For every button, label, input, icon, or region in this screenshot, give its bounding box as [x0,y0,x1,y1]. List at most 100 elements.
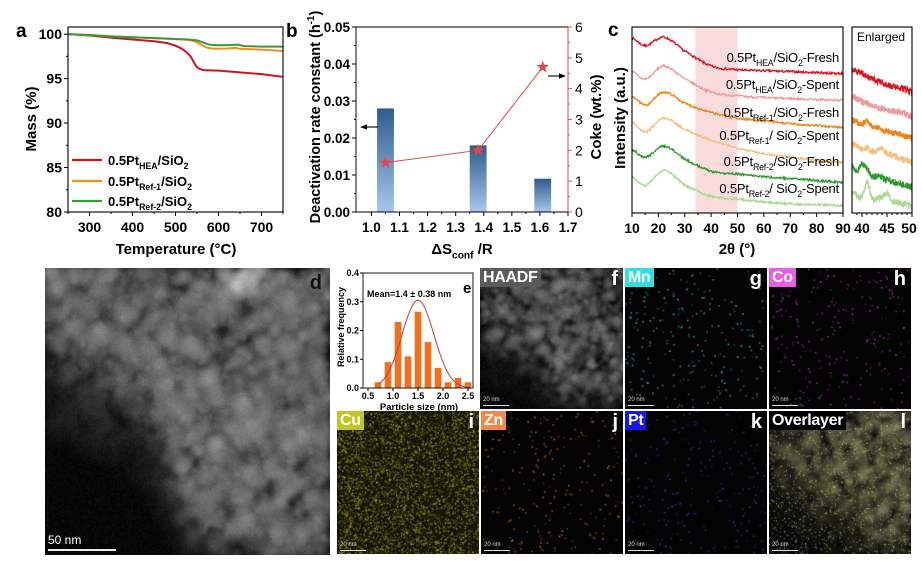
scale-bar: 50 nm [48,533,116,551]
x-tick-label: 90 [835,220,851,236]
y-tick-label-left: 0.01 [324,168,351,183]
y-tick-label: 0.4 [346,268,359,278]
bar-deactivation-1 [469,145,487,212]
scale-bar: 20 nm [772,542,798,551]
plot-area-b [377,60,552,212]
map-tag-pt: Pt [625,411,647,430]
x-tick-label: 40 [703,220,719,236]
x-axis-title-b: ΔSconf /R [431,241,493,262]
series-labels-c: 0.5PtHEA/SiO2-Fresh 0.5PtHEA/SiO2-Spent … [719,50,839,199]
xrd-inset-series-0 [851,67,913,97]
x-axis-title-c: 2θ (°) [719,241,756,258]
scale-bar-label: 20 nm [484,542,501,548]
eds-panel-g: Mn g 20 nm [625,268,767,409]
x-axis-title-a: Temperature (°C) [116,241,237,258]
x-tick-label: 20 [651,220,667,236]
xrd-series-0 [631,35,844,76]
panel-a: a 80 85 90 95 100 300 400 500 600 700 Mass (%) Te… [16,21,284,258]
y-tick-label: 100 [39,26,63,42]
panel-label-j: j [612,411,618,433]
panel-e: 0.0 0.1 0.2 0.3 0.4 0.5 1.0 1.5 2.0 2.5 e Mean=1.… [332,264,478,413]
series-line-a-2 [67,33,283,48]
arrow-to-right-axis-icon [548,73,566,79]
y-axis-title-a: Mass (%) [23,86,40,151]
histogram-bar-4 [414,311,422,388]
scale-bar-label: 20 nm [772,542,789,548]
x-tick-label: 400 [121,219,145,235]
xrd-series-1 [631,63,844,103]
scale-bar-line [484,550,510,551]
y-tick-label-right: 5 [575,50,583,66]
axes-e: 0.0 0.1 0.2 0.3 0.4 0.5 1.0 1.5 2.0 2.5 [346,268,474,401]
scale-bar-label: 20 nm [628,542,645,548]
panel-label-d: d [309,272,322,294]
y-tick-label-right: 2 [575,142,583,158]
x-tick-label: 1.0 [387,391,400,401]
x-tick-label: 1.5 [502,220,521,235]
y-axis-title-e: Relative frequency [336,287,346,367]
coke-star-marker-0 [379,156,392,168]
x-tick-label: 60 [756,220,772,236]
panel-b: b 0.00 0.01 0.02 0.03 0.04 0.05 0 1 2 3 4 5 6 1.0 1.1 1… [286,11,605,262]
overlay-map-canvas [769,411,911,554]
y-tick-label-right: 4 [575,81,583,97]
map-tag-mn: Mn [625,268,654,287]
x-tick-label: 2.0 [437,391,450,401]
haadf-map-canvas [480,268,623,409]
scale-bar: 20 nm [772,397,798,406]
panel-label-h: h [893,268,906,290]
x-tick-label: 2.5 [462,391,475,401]
x-tick-label: 0.5 [362,391,375,401]
histogram-bar-1 [384,362,392,389]
scale-bar-line [48,549,116,551]
x-tick-label: 300 [78,219,102,235]
x-tick-label: 10 [624,220,640,236]
x-tick-label: 50 [730,220,746,236]
mean-annotation: Mean=1.4 ± 0.38 nm [367,289,451,299]
plot-area-a [67,33,284,78]
x-tick-label: 1.2 [418,220,437,235]
legend-label-hea: 0.5PtHEA/SiO2 [108,153,189,171]
panel-label-c: c [608,20,619,41]
map-tag-cu: Cu [337,411,364,430]
eds-panel-i: Cu i 20 nm [337,411,479,554]
scale-bar-label: 20 nm [483,397,500,403]
axes-c: 10 20 30 40 50 60 70 80 90 40 45 50 [624,213,917,236]
eds-panel-f: HAADF f 20 nm [480,268,623,409]
scale-bar-label: 20 nm [772,397,789,403]
x-tick-label: 1.3 [446,220,465,235]
eds-panel-j: Zn j 20 nm [481,411,623,554]
series-label: 0.5PtHEA/SiO2-Spent [726,77,840,95]
map-tag-haadf: HAADF [480,268,541,287]
y-tick-label: 0.2 [346,326,359,336]
legend-label-ref1: 0.5PtRef-1/SiO2 [108,174,192,192]
eds-panel-l: Overlayer l 20 nm [769,411,911,554]
x-tick-label: 1.7 [559,220,578,235]
series-label: 0.5PtRef-1/SiO2-Fresh [724,105,839,123]
panel-label-l: l [900,411,906,433]
scale-bar-line [628,405,654,406]
xrd-series-2 [631,89,844,130]
y-tick-label: 85 [46,160,62,176]
eds-panel-h: Co h 20 nm [769,268,911,409]
xrd-inset-series-1 [851,93,913,121]
x-tick-label: 700 [250,219,274,235]
axes-b: 0.00 0.01 0.02 0.03 0.04 0.05 0 1 2 3 4 5 6 1.0 1.1 1.2… [324,19,583,235]
scale-bar-label: 20 nm [628,397,645,403]
series-label: 0.5PtHEA/SiO2-Fresh [727,50,839,68]
y-tick-label: 80 [46,204,62,220]
x-tick-label: 600 [207,219,231,235]
panel-c: c 10 20 30 40 50 60 70 80 90 40 45 50 0.5PtHEA/SiO2… [608,20,917,258]
xrd-inset-series-2 [851,117,913,142]
y-axis-title-left-b: Deactivation rate constant (h-1) [306,11,324,224]
x-tick-label: 70 [782,220,798,236]
y-tick-label-left: 0.00 [324,205,350,220]
xrd-inset-series-3 [851,141,913,166]
x-tick-label: 1.5 [412,391,425,401]
panel-label-k: k [750,411,762,433]
pt-map-canvas [625,411,767,554]
y-tick-label-right: 3 [575,112,583,128]
y-tick-label: 0.1 [346,354,359,364]
panel-label-i: i [468,411,474,433]
inset-x-tick-label: 40 [854,220,870,236]
